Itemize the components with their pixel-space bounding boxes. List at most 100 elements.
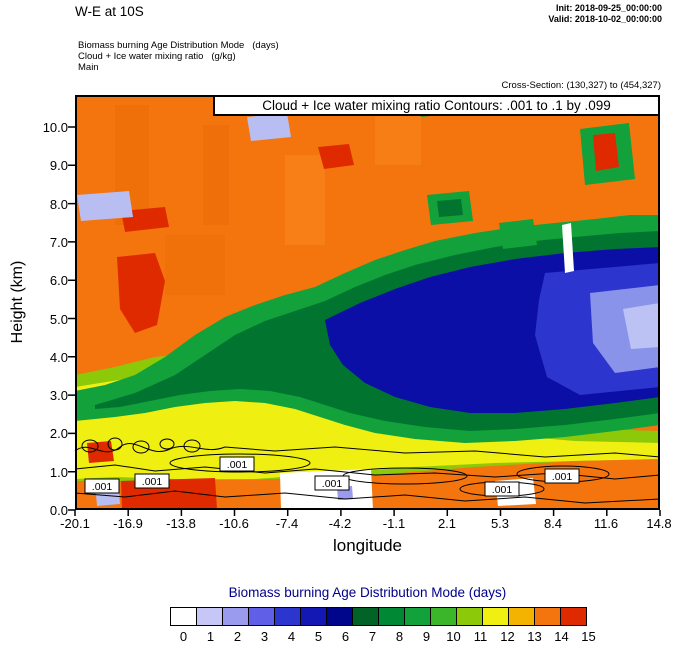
y-tick-label: 3.0 [49, 388, 68, 403]
fill-lavender-core [623, 303, 660, 349]
fill-darkgreen-blob [437, 199, 463, 217]
fill-orange-texture [375, 115, 421, 165]
y-tick-label: 0.0 [49, 503, 68, 518]
y-tick-label: 8.0 [49, 197, 68, 212]
x-tick-label: 2.1 [437, 516, 457, 531]
x-axis-label: longitude [332, 536, 402, 555]
x-tick-label: -13.8 [166, 516, 196, 531]
y-tick-label: 10.0 [42, 120, 68, 135]
legend-value: 8 [395, 629, 404, 644]
subtitle-line-contour: Cloud + Ice water mixing ratio (g/kg) [78, 51, 236, 62]
legend-swatch [222, 607, 249, 626]
contour-label-box [314, 475, 350, 491]
legend-swatch [196, 607, 223, 626]
fill-red-patch [117, 253, 165, 333]
axis-ticks [68, 126, 661, 516]
init-time: Init: 2018-09-25_00:00:00 [555, 3, 662, 13]
x-tick-label: -16.9 [113, 516, 143, 531]
legend-value: 10 [446, 629, 461, 644]
fill-red-patch [318, 144, 354, 169]
page-title: W-E at 10S [75, 4, 144, 19]
legend-swatch [534, 607, 561, 626]
fill-regions [75, 95, 660, 510]
legend-value: 7 [368, 629, 377, 644]
legend-swatch [274, 607, 301, 626]
cloud-contour-cell [81, 439, 99, 453]
x-tick-label: -7.4 [275, 516, 299, 531]
cloud-contour-line [74, 443, 661, 458]
x-tick-label: 8.4 [543, 516, 563, 531]
legend-swatch [404, 607, 431, 626]
fill-lavender-patch [247, 113, 291, 141]
legend-value: 1 [206, 629, 215, 644]
x-tick-label: 14.8 [646, 516, 672, 531]
legend-value: 13 [527, 629, 542, 644]
contour-label: .001 [227, 459, 248, 471]
y-tick-label: 4.0 [49, 350, 68, 365]
contour-label: .001 [92, 481, 113, 493]
legend-value: 11 [473, 629, 488, 644]
y-tick-label: 7.0 [49, 235, 68, 250]
x-tick-label: -20.1 [60, 516, 90, 531]
legend-value: 14 [554, 629, 569, 644]
legend-swatch [248, 607, 275, 626]
plot-inner-title: Cloud + Ice water mixing ratio Contours:… [213, 95, 660, 116]
x-axis-tick-marks [74, 510, 661, 516]
cloud-contour-cell [132, 440, 150, 454]
contour-label: .001 [552, 471, 573, 483]
x-tick-label: -1.1 [382, 516, 406, 531]
subtitle-line-fill: Biomass burning Age Distribution Mode (d… [78, 40, 279, 51]
contour-label: .001 [492, 484, 513, 496]
y-tick-label: 1.0 [49, 465, 68, 480]
legend-title: Biomass burning Age Distribution Mode (d… [228, 585, 507, 600]
y-tick-label: 6.0 [49, 273, 68, 288]
legend-colorbar [170, 607, 587, 626]
fill-white-streak [562, 223, 574, 273]
valid-time: Valid: 2018-10-02_00:00:00 [548, 14, 662, 24]
x-tick-label: -4.2 [328, 516, 352, 531]
legend-swatch [456, 607, 483, 626]
cloud-contour-line [74, 490, 661, 504]
fill-red-patch [87, 441, 114, 463]
legend-swatch [300, 607, 327, 626]
contour-label-box [84, 478, 120, 494]
legend-swatch [352, 607, 379, 626]
fill-orange-texture [285, 155, 325, 245]
legend-values-row: 0 1 2 3 4 5 6 7 8 9 10 11 12 13 14 15 [170, 629, 602, 644]
fill-orange-texture [203, 125, 229, 225]
legend-swatch [560, 607, 587, 626]
y-tick-label: 2.0 [49, 426, 68, 441]
contour-label-box [484, 481, 520, 497]
legend-swatch [326, 607, 353, 626]
legend-swatch [378, 607, 405, 626]
contour-labels: .001 .001 .001 .001 .001 .001 [84, 456, 580, 497]
legend-value: 3 [260, 629, 269, 644]
legend-swatch [508, 607, 535, 626]
legend-value: 15 [581, 629, 596, 644]
legend-swatch [430, 607, 457, 626]
legend-value: 6 [341, 629, 350, 644]
contour-label-box [219, 456, 255, 472]
fill-red-patch [121, 207, 169, 232]
y-axis-tick-marks [68, 126, 75, 511]
x-tick-label: 5.3 [490, 516, 510, 531]
cloud-contour-cell [159, 438, 175, 450]
fill-lavender-patch [77, 191, 133, 221]
legend-value: 2 [233, 629, 242, 644]
legend-swatch [482, 607, 509, 626]
y-tick-label: 9.0 [49, 158, 68, 173]
x-tick-label: -10.6 [219, 516, 249, 531]
contour-label-box [544, 468, 580, 484]
cloud-contour-cell [107, 437, 123, 451]
contour-label: .001 [322, 478, 343, 490]
legend-value: 0 [179, 629, 188, 644]
legend-value: 9 [422, 629, 431, 644]
contour-label-box [134, 473, 170, 489]
legend-swatch [170, 607, 197, 626]
cloud-contour-cell [169, 453, 311, 473]
cross-section-coords: Cross-Section: (130,327) to (454,327) [501, 80, 661, 91]
fill-red-patch [593, 133, 619, 171]
fill-green-blob [499, 219, 537, 249]
legend-value: 5 [314, 629, 323, 644]
y-tick-label: 5.0 [49, 312, 68, 327]
